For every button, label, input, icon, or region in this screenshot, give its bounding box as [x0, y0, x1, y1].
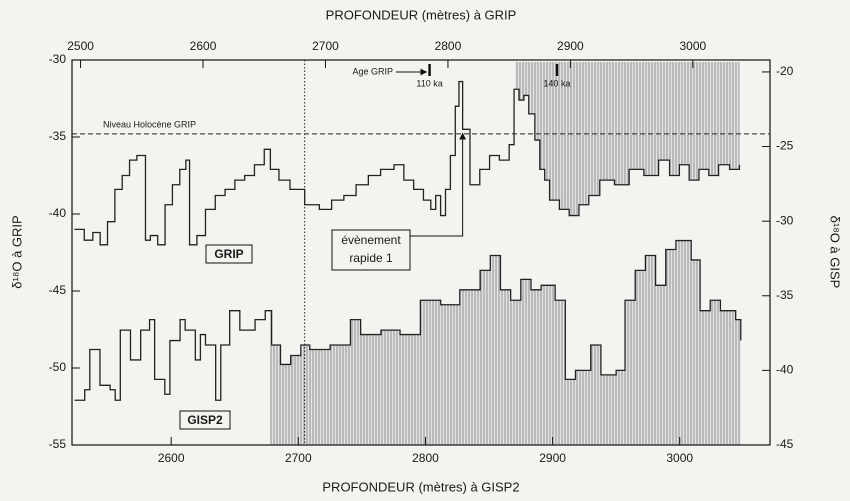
- top-axis-title: PROFONDEUR (mètres) à GRIP: [326, 7, 517, 22]
- series-line: [74, 80, 741, 246]
- y-tick-label: -35: [49, 129, 67, 143]
- series-name-box: [179, 410, 231, 430]
- bottom-axis-title: PROFONDEUR (mètres) à GISP2: [322, 479, 519, 494]
- y2-tick-label: -40: [776, 363, 794, 377]
- x-tick-label: 2600: [158, 451, 185, 465]
- event-label: évènement: [341, 233, 401, 247]
- age-label: Age GRIP: [352, 66, 393, 76]
- y-tick-label: -30: [49, 52, 67, 66]
- x-tick-label: 2900: [539, 451, 566, 465]
- holocene-label: Niveau Holocène GRIP: [103, 119, 196, 129]
- x-tick-label: 2700: [285, 451, 312, 465]
- y2-tick-label: -20: [776, 64, 794, 78]
- x2-tick-label: 2700: [312, 39, 339, 53]
- left-axis-title: δ¹⁸O à GRIP: [9, 215, 24, 288]
- y-tick-label: -45: [49, 283, 67, 297]
- y-tick-label: -50: [49, 360, 67, 374]
- event-arrow: [410, 132, 467, 237]
- event-label: rapide 1: [349, 251, 393, 265]
- x2-tick-label: 2500: [67, 39, 94, 53]
- right-axis-title: δ¹⁸O à GISP: [828, 216, 843, 289]
- y2-tick-label: -30: [776, 213, 794, 227]
- series-name-box: [205, 244, 253, 264]
- series-name: GISP2: [187, 413, 223, 427]
- shaded-area: [270, 240, 741, 445]
- x2-tick-label: 3000: [680, 39, 707, 53]
- plot-frame: [71, 59, 771, 446]
- y2-tick-label: -35: [776, 288, 794, 302]
- x2-tick-label: 2600: [190, 39, 217, 53]
- y2-tick-label: -45: [776, 437, 794, 451]
- x-tick-label: 2800: [412, 451, 439, 465]
- x2-tick-label: 2800: [435, 39, 462, 53]
- age-tick-label: 140 ka: [543, 78, 570, 88]
- series-name: GRIP: [214, 247, 243, 261]
- y-tick-label: -55: [49, 437, 67, 451]
- x-tick-label: 3000: [666, 451, 693, 465]
- event-box: [331, 229, 411, 271]
- x2-tick-label: 2900: [557, 39, 584, 53]
- y2-tick-label: -25: [776, 139, 794, 153]
- series-line: [74, 239, 742, 401]
- y-tick-label: -40: [49, 206, 67, 220]
- shaded-area: [515, 62, 740, 216]
- age-tick-label: 110 ka: [416, 78, 442, 88]
